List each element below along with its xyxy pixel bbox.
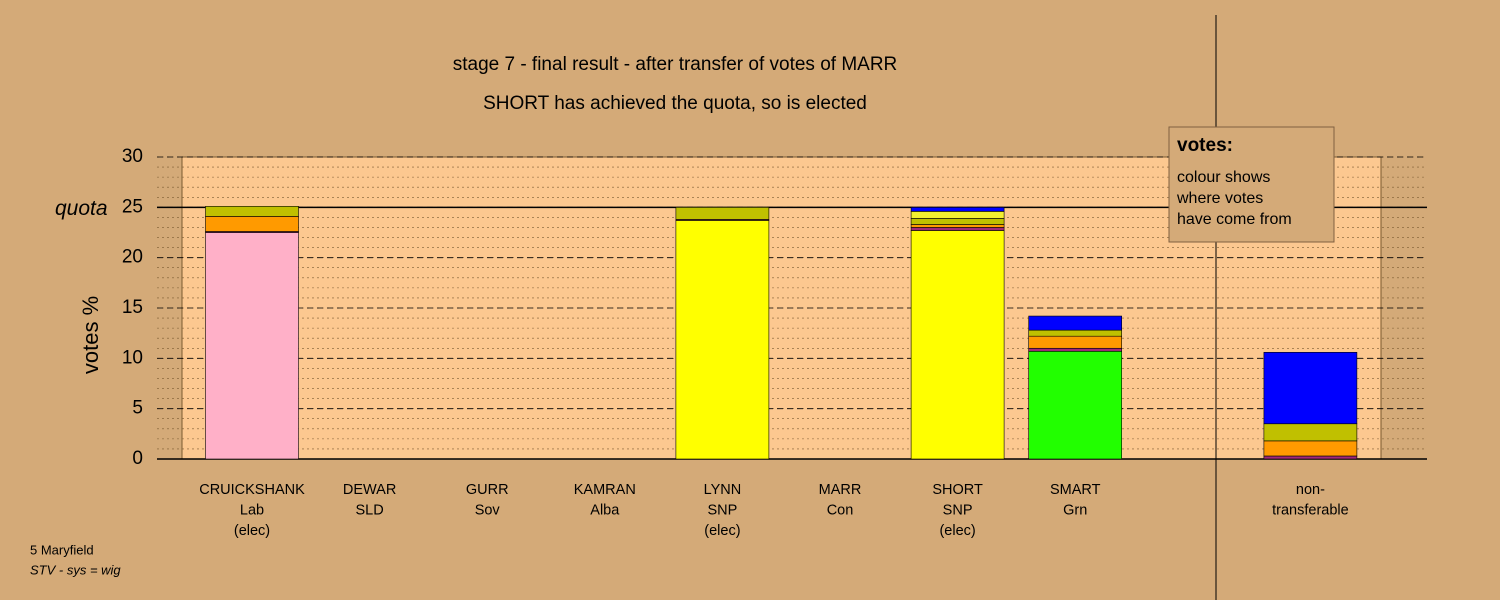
x-tick-label: Con [827,502,854,518]
x-tick-label: SLD [355,502,383,518]
bar-segment [1028,347,1122,352]
x-tick-label: KAMRAN [574,482,636,498]
chart-subtitle: SHORT has achieved the quota, so is elec… [483,93,867,114]
bar-segment [1028,350,1122,460]
bar-segment [910,211,1005,219]
bar-segment [1263,455,1358,460]
legend-frame [1168,126,1335,243]
bar-segment [1028,315,1122,331]
x-tick-label: SMART [1050,482,1101,498]
x-tick-label: Alba [590,502,620,518]
bar-segment [1028,329,1122,337]
x-tick-label: Sov [475,502,501,518]
y-tick-label: 0 [132,448,143,469]
bar-segment [910,224,1005,228]
x-tick-label: Grn [1063,502,1087,518]
y-tick-label: 20 [122,247,143,268]
bars [205,206,1358,460]
quota-label: quota [55,197,108,220]
bar-segment [910,218,1005,225]
bar-segment [910,207,1005,212]
legend-title: votes: [1177,135,1233,156]
bar-segment [1263,423,1358,442]
x-tick-label: DEWAR [343,482,396,498]
x-tick-label: GURR [466,482,509,498]
bar-segment [675,220,770,460]
footer: 5 Maryfield [30,542,94,557]
bar-segment [910,227,1005,231]
legend-box: votes: colour shows where votes have com… [1168,126,1335,243]
bar-segment [205,232,299,460]
bar-segment [205,216,299,232]
bar-segment [205,206,299,217]
y-tick-label: 30 [122,146,143,167]
footer: STV - sys = wig [30,562,121,577]
y-tick-label: 5 [132,398,143,419]
y-tick-label: 15 [122,297,143,318]
x-tick-label: non- [1296,482,1325,498]
bar-segment [1263,351,1358,425]
x-tick-label: SNP [707,502,737,518]
x-tick-label: Lab [240,502,264,518]
x-tick-label: (elec) [939,523,975,539]
chart-title: stage 7 - final result - after transfer … [453,54,898,75]
x-tick-label: SHORT [932,482,983,498]
x-tick-label: transferable [1272,502,1349,518]
x-tick-label: MARR [819,482,862,498]
y-axis-label: votes % [78,296,103,374]
x-tick-label: CRUICKSHANK [199,482,305,498]
legend-line: where votes [1176,190,1263,207]
y-tick-label: 25 [122,196,143,217]
bar-segment [1263,440,1358,457]
legend-line: colour shows [1177,169,1270,186]
legend-line: have come from [1177,211,1292,228]
y-tick-label: 10 [122,347,143,368]
x-tick-label: (elec) [234,523,270,539]
bar-segment [1028,335,1122,349]
grid [157,156,1427,460]
bar-segment [910,230,1005,460]
x-tick-label: SNP [943,502,973,518]
x-tick-label: LYNN [704,482,742,498]
x-tick-label: (elec) [704,523,740,539]
bar-segment [675,207,770,220]
